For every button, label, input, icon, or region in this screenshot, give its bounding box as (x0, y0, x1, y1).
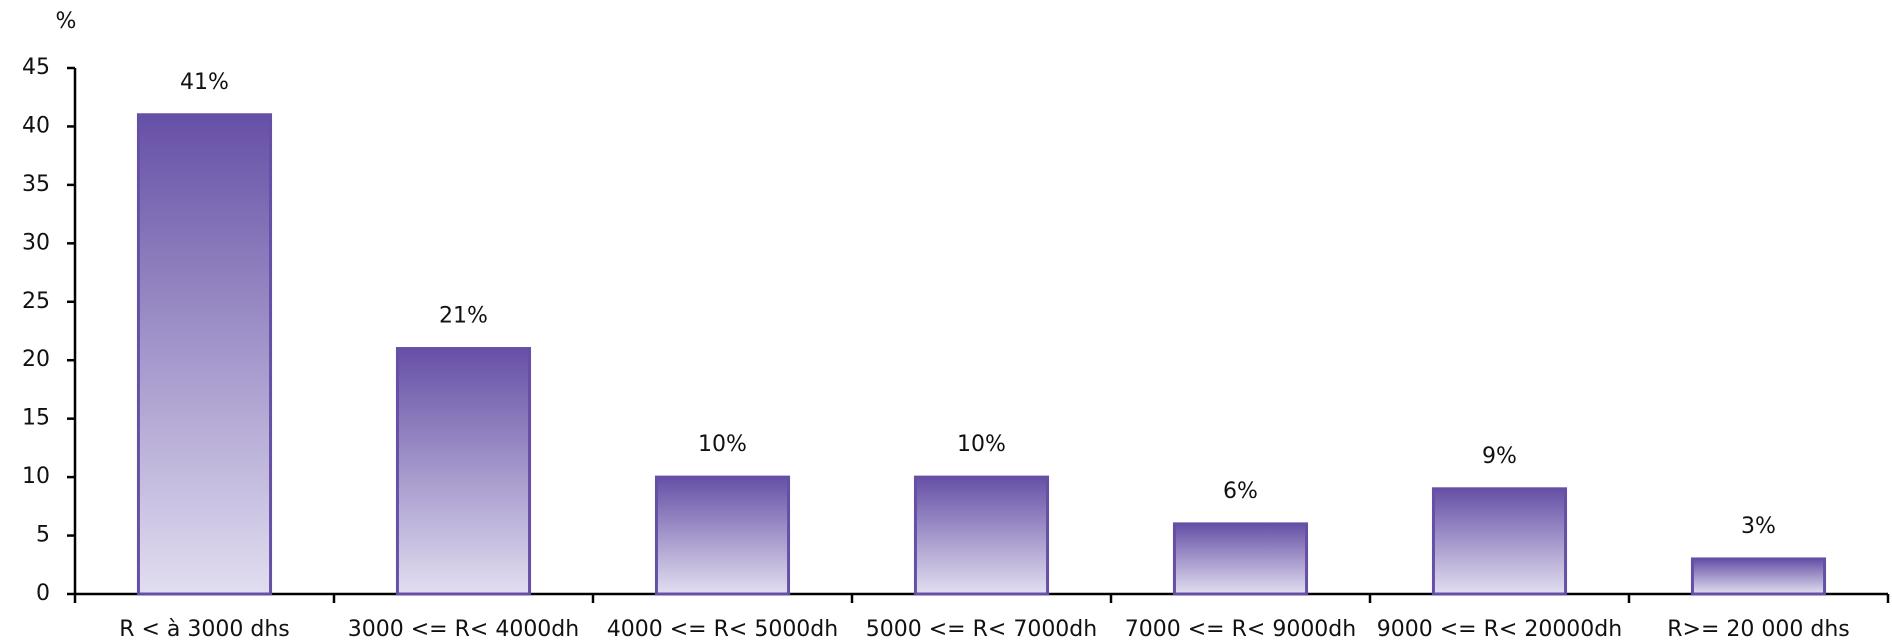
y-tick-label: 40 (22, 113, 50, 138)
bar (654, 475, 791, 596)
y-tick-label: 30 (22, 230, 50, 255)
bar (1431, 487, 1568, 596)
x-tick-label: 4000 <= R< 5000dh (607, 617, 838, 642)
y-tick-label: 25 (22, 289, 50, 314)
data-label: 9% (1482, 444, 1517, 469)
y-tick-label: 15 (22, 406, 50, 431)
y-tick-label: 20 (22, 347, 50, 372)
x-tick-label: 9000 <= R< 20000dh (1377, 617, 1622, 642)
x-tick-label: R>= 20 000 dhs (1667, 617, 1850, 642)
y-tick-label: 35 (22, 172, 50, 197)
y-tick-label: 10 (22, 464, 50, 489)
data-label: 41% (180, 70, 229, 95)
bar (1690, 557, 1827, 596)
bar (913, 475, 1050, 596)
bar (1172, 522, 1309, 596)
bar (395, 347, 532, 596)
bar (136, 113, 273, 596)
x-tick-label: R < à 3000 dhs (119, 617, 290, 642)
x-tick-label: 7000 <= R< 9000dh (1125, 617, 1356, 642)
data-label: 10% (698, 432, 747, 457)
y-tick-label: 5 (36, 523, 50, 548)
y-axis-label: % (56, 9, 77, 34)
data-label: 6% (1223, 479, 1258, 504)
x-tick-label: 3000 <= R< 4000dh (348, 617, 579, 642)
x-tick-label: 5000 <= R< 7000dh (866, 617, 1097, 642)
y-tick-label: 0 (36, 581, 50, 606)
y-tick-label: 45 (22, 55, 50, 80)
data-label: 3% (1741, 514, 1776, 539)
data-label: 21% (439, 304, 488, 329)
data-label: 10% (957, 432, 1006, 457)
